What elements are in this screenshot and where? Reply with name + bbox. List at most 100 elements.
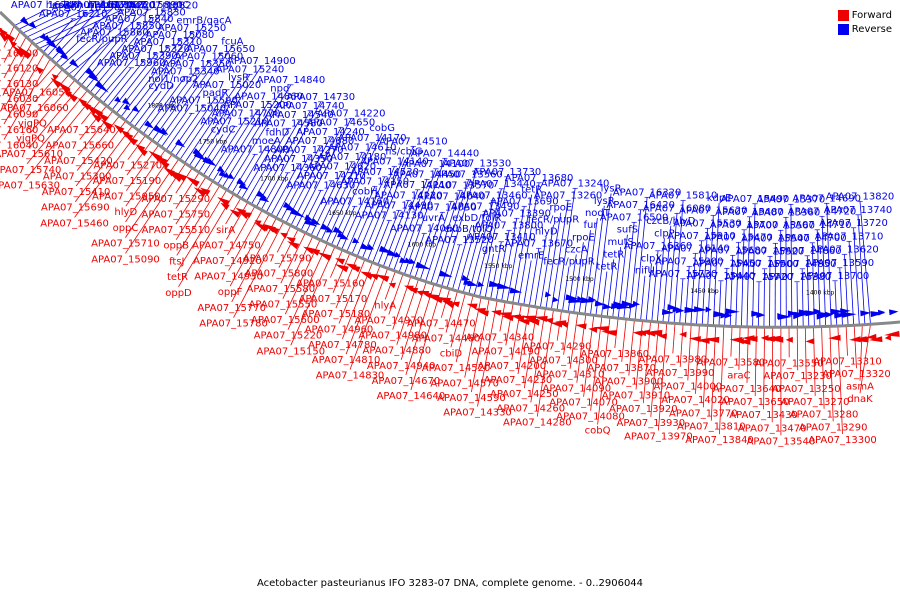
reverse-gene-label[interactable]: czcB/hlyD <box>646 216 696 227</box>
forward-gene-label[interactable]: APA07_14670 <box>372 376 441 387</box>
reverse-gene-label[interactable]: APA07_13700 <box>801 271 870 282</box>
forward-gene-label[interactable]: APA07_15160 <box>296 279 365 290</box>
reverse-gene-label[interactable]: APA07_14680 <box>286 136 355 147</box>
reverse-gene-label[interactable]: APA07_14440 <box>411 148 480 159</box>
reverse-gene-label[interactable]: APA07_15810 <box>649 191 718 202</box>
reverse-gene-label[interactable]: APA07_14490 <box>365 201 434 212</box>
forward-gene-label[interactable]: APA07_15550 <box>249 300 318 311</box>
forward-gene-label[interactable]: APA07_15710 <box>91 239 160 250</box>
reverse-gene-label[interactable]: APA07_15850 <box>92 21 161 32</box>
reverse-gene-label[interactable]: APA07_15860 <box>80 27 149 38</box>
forward-gene-label[interactable]: APA07_15740 <box>0 165 61 176</box>
forward-gene-label[interactable]: APA07_14330 <box>443 408 512 419</box>
reverse-gene-label[interactable]: emrB/qacA <box>176 16 231 27</box>
reverse-gene-label[interactable]: APA07_16500 <box>600 212 669 223</box>
forward-gene-label[interactable]: APA07_14200 <box>477 361 546 372</box>
forward-gene-label[interactable]: APA07_15610 <box>0 149 63 160</box>
forward-gene-label[interactable]: APA07_14340 <box>466 332 535 343</box>
forward-gene-label[interactable]: APA07_16120 <box>0 64 38 75</box>
reverse-gene-label[interactable]: APA07_15720 <box>725 272 794 283</box>
forward-gene-label[interactable]: APA07_15660 <box>45 141 114 152</box>
reverse-gene-label[interactable]: fdhD <box>265 127 289 138</box>
reverse-gene-label[interactable]: APA07_15080 <box>146 30 215 41</box>
forward-gene-label[interactable]: APA07_14780 <box>308 340 377 351</box>
reverse-gene-label[interactable]: APA07_15490 <box>721 194 790 205</box>
forward-gene-label[interactable]: APA07_13970 <box>624 432 693 443</box>
reverse-gene-label[interactable]: lysR <box>228 72 249 83</box>
reverse-gene-label[interactable]: nol1/nop2 <box>148 74 198 85</box>
forward-gene-label[interactable]: APA07_16060 <box>0 103 69 114</box>
reverse-gene-label[interactable]: APA07_15900 <box>655 256 724 267</box>
reverse-gene-label[interactable]: APA07_13800 <box>475 220 544 231</box>
reverse-gene-label[interactable]: APA07_14110 <box>383 180 452 191</box>
reverse-gene-label[interactable]: APA07_13410 <box>467 232 536 243</box>
forward-gene-label[interactable]: APA07_13910 <box>602 390 671 401</box>
reverse-gene-label[interactable]: APA07_15210 <box>200 116 269 127</box>
reverse-gene-label[interactable]: APA07_14170 <box>338 133 407 144</box>
reverse-gene-label[interactable]: cydD <box>148 81 174 92</box>
reverse-gene-label[interactable]: APA07_13720 <box>819 218 888 229</box>
forward-gene-label[interactable]: APA07_15190 <box>93 176 162 187</box>
reverse-gene-label[interactable]: APA07_14740 <box>276 101 345 112</box>
forward-gene-label[interactable]: APA07_14960 <box>305 325 374 336</box>
reverse-gene-label[interactable]: exbB/tolQ <box>444 224 493 235</box>
reverse-gene-label[interactable]: hlyD <box>535 227 558 238</box>
forward-gene-label[interactable]: APA07_13310 <box>813 357 882 368</box>
reverse-gene-label[interactable]: APA07_13590 <box>805 258 874 269</box>
reverse-gene-label[interactable]: APA07_13680 <box>505 173 574 184</box>
reverse-gene-label[interactable]: APA07_15020 <box>193 80 262 91</box>
forward-gene-label[interactable]: APA07_14470 <box>407 319 476 330</box>
forward-gene-label[interactable]: APA07_15300 <box>43 172 112 183</box>
reverse-gene-label[interactable]: APA07_15560 <box>746 220 815 231</box>
reverse-gene-label[interactable]: APA07_15320 <box>121 44 190 55</box>
reverse-gene-label[interactable]: rpoE <box>549 203 572 214</box>
forward-gene-label[interactable]: APA07_15640 <box>47 125 116 136</box>
forward-gene-label[interactable]: APA07_13430 <box>729 410 798 421</box>
forward-gene-label[interactable]: APA07_16130 <box>0 79 38 90</box>
reverse-gene-label[interactable]: APA07_13570 <box>426 181 495 192</box>
reverse-gene-label[interactable]: hu <box>77 0 90 11</box>
forward-gene-label[interactable]: APA07_14750 <box>192 241 261 252</box>
forward-gene-label[interactable]: APA07_14880 <box>362 346 431 357</box>
reverse-gene-label[interactable]: APA07_14220 <box>317 108 386 119</box>
reverse-gene-label[interactable]: APA07_14360 <box>253 163 322 174</box>
reverse-gene-label[interactable]: APA07_14650 <box>307 118 376 129</box>
forward-gene-label[interactable]: APA07_15690 <box>41 203 110 214</box>
forward-gene-label[interactable]: APA07_14310 <box>536 370 605 381</box>
reverse-gene-label[interactable]: APA07_14900 <box>227 56 296 67</box>
reverse-gene-label[interactable]: czcA <box>112 0 135 11</box>
reverse-gene-label[interactable]: APA07_16420 <box>606 200 675 211</box>
forward-gene-label[interactable]: APA07_14070 <box>549 398 618 409</box>
forward-gene-label[interactable]: APA07_13270 <box>781 397 850 408</box>
reverse-gene-label[interactable]: APA07_15480 <box>715 207 784 218</box>
forward-gene-label[interactable]: APA07_14980 <box>358 331 427 342</box>
reverse-gene-label[interactable]: APA07_14160 <box>320 196 389 207</box>
forward-gene-label[interactable]: APA07_13540 <box>747 436 816 447</box>
forward-gene-label[interactable]: APA07_13930 <box>616 418 685 429</box>
reverse-gene-label[interactable]: fis/cbiG <box>385 147 422 158</box>
forward-gene-label[interactable]: cobQ <box>585 426 611 437</box>
forward-gene-label[interactable]: hlyD <box>114 207 137 218</box>
forward-gene-label[interactable]: APA07_15780 <box>199 319 268 330</box>
reverse-gene-label[interactable]: APA07_13620 <box>810 245 879 256</box>
forward-gene-label[interactable]: APA07_15150 <box>256 346 325 357</box>
reverse-gene-label[interactable]: APA07_16170 <box>64 0 133 11</box>
forward-gene-label[interactable]: APA07_15090 <box>91 254 160 265</box>
forward-gene-label[interactable]: APA07_14640 <box>377 391 446 402</box>
forward-gene-label[interactable]: APA07_16040 <box>0 141 38 152</box>
reverse-gene-label[interactable]: APA07_13820 <box>826 192 895 203</box>
forward-gene-label[interactable]: APA07_14970 <box>354 316 423 327</box>
forward-gene-label[interactable]: dnaK <box>847 394 873 405</box>
reverse-gene-label[interactable]: APA07_13670 <box>504 239 573 250</box>
forward-gene-label[interactable]: APA07_15410 <box>42 187 111 198</box>
reverse-gene-label[interactable]: APA07_14040 <box>417 192 486 203</box>
forward-gene-label[interactable]: APA07_14260 <box>496 403 565 414</box>
forward-gene-label[interactable]: APA07_16030 <box>0 94 38 105</box>
reverse-gene-label[interactable]: APA07_13240 <box>541 179 610 190</box>
reverse-gene-label[interactable]: clpX <box>641 253 663 264</box>
forward-gene-label[interactable]: APA07_13580 <box>697 358 766 369</box>
forward-gene-label[interactable]: APA07_13860 <box>580 349 649 360</box>
forward-gene-label[interactable]: APA07_15460 <box>40 218 109 229</box>
reverse-gene-label[interactable]: fur <box>584 220 599 231</box>
reverse-gene-label[interactable]: cydC <box>211 124 236 135</box>
